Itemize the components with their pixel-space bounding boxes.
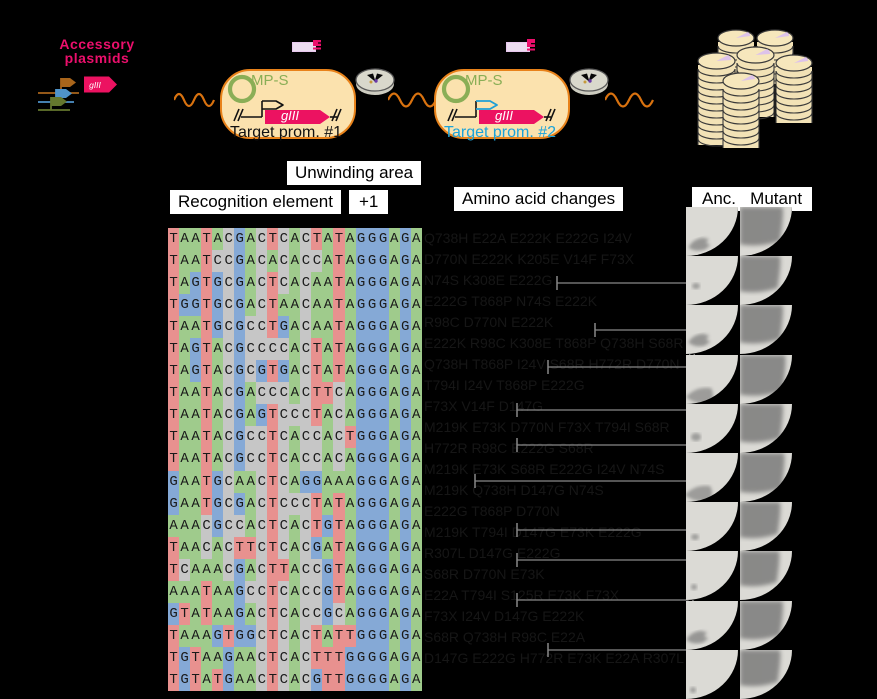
- svg-text:gIII: gIII: [89, 80, 101, 90]
- svg-text:gIII: gIII: [495, 108, 513, 123]
- svg-text:gIII: gIII: [281, 108, 299, 123]
